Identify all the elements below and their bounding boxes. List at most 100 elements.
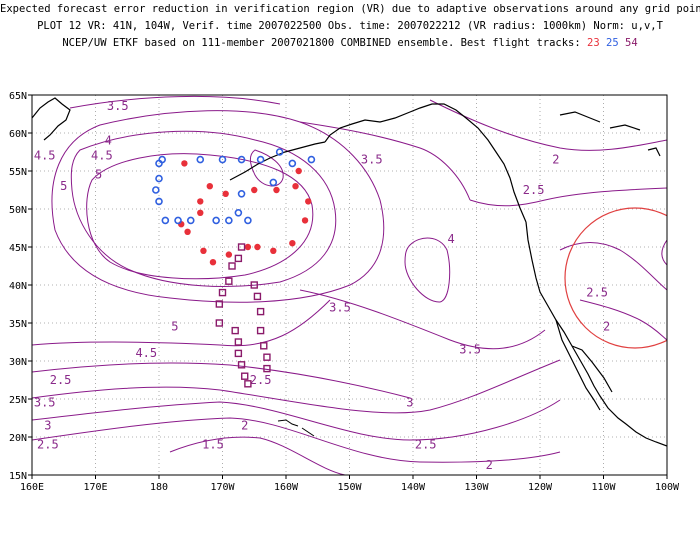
flight-track-54-label: 54 (625, 37, 638, 49)
x-tick-label: 150W (337, 482, 362, 493)
y-tick-label: 20N (9, 433, 27, 444)
contour-label: 4 (447, 232, 454, 246)
contour-label: 2 (241, 418, 248, 432)
track-25-point (218, 155, 227, 164)
track-25-point (155, 174, 163, 183)
track-25-point (186, 216, 195, 225)
x-tick-label: 170W (210, 482, 235, 493)
track-54-point (234, 338, 243, 346)
title-line-3-text: NCEP/UW ETKF based on 111-member 2007021… (62, 37, 581, 49)
contour-label: 2 (486, 458, 493, 472)
contour-label: 2.5 (523, 183, 545, 197)
track-23-point (254, 243, 261, 251)
track-25-point (155, 197, 163, 206)
x-tick-label: 160E (20, 482, 44, 493)
track-54-point (231, 326, 239, 335)
track-25-point (237, 155, 246, 164)
contour-label: 5 (171, 320, 178, 334)
coastlines (32, 97, 667, 447)
contour-label: 2 (603, 320, 610, 334)
y-tick-label: 35N (9, 319, 27, 330)
contour-label: 2 (552, 152, 559, 166)
track-23-point (206, 183, 213, 190)
track-54-point (263, 353, 271, 361)
contour-label: 4.5 (135, 346, 157, 360)
contour-label: 5 (60, 179, 67, 193)
x-tick-label: 110W (591, 482, 616, 493)
y-tick-label: 60N (9, 129, 27, 140)
track-54-point (256, 307, 265, 316)
track-54-point (234, 349, 243, 358)
y-tick-label: 40N (9, 281, 27, 292)
flight-track-25-label: 25 (606, 37, 619, 49)
x-tick-label: 130W (464, 482, 489, 493)
track-54-point (253, 292, 262, 301)
contour-label: 3.5 (459, 342, 481, 356)
track-54-point (237, 243, 246, 251)
track-54-point (215, 300, 224, 308)
track-25-point (174, 216, 182, 225)
track-54-point (256, 326, 265, 335)
track-25-point (152, 186, 160, 194)
y-tick-label: 45N (9, 243, 27, 254)
track-54-point (215, 319, 224, 327)
contour-label: 3.5 (329, 301, 351, 315)
track-25-point (244, 216, 252, 225)
contour-labels: 3.5 4 4.5 4.5 5 5 3.5 2 2.5 4 3.5 5 4.5 3.5 2.5 3.5 3 2.5… (34, 99, 610, 472)
track-25-point (288, 159, 297, 168)
y-tick-label: 30N (9, 357, 27, 368)
contour-label: 3.5 (107, 99, 129, 113)
track-54-point (241, 372, 249, 380)
track-25-point (234, 209, 243, 217)
track-23-point (197, 198, 204, 205)
contour-label: 3.5 (361, 152, 383, 166)
track-23-point (244, 243, 252, 251)
track-54-point (260, 342, 268, 350)
track-25-point (307, 155, 316, 164)
track-23-point (305, 198, 312, 205)
track-23-point (273, 186, 280, 194)
contour-label: 4.5 (34, 149, 56, 163)
track-25-point (275, 148, 284, 156)
contour-label: 1.5 (202, 437, 224, 451)
y-tick-label: 25N (9, 395, 27, 406)
x-tick-label: 180 (150, 482, 168, 493)
contour-label: 3.5 (34, 396, 56, 410)
x-tick-label: 160W (274, 482, 299, 493)
contour-label: 2.5 (50, 373, 72, 387)
contour-label: 2.5 (586, 285, 608, 299)
track-23-point (270, 247, 277, 254)
title-line-1: Expected forecast error reduction in ver… (0, 3, 700, 15)
x-tick-label: 120W (528, 482, 553, 493)
contour-label: 2.5 (415, 437, 437, 451)
track-54-point (228, 262, 236, 270)
contour-label: 2.5 (37, 437, 59, 451)
track-23-point (251, 186, 258, 194)
track-23-point (225, 251, 233, 258)
track-25-point (161, 216, 170, 225)
y-tick-label: 65N (9, 91, 27, 102)
track-23-point (209, 259, 217, 266)
flight-tracks (152, 148, 316, 388)
contour-label: 3 (406, 396, 413, 410)
track-23-point (222, 190, 229, 197)
track-23-point (184, 228, 191, 235)
track-25-point (225, 216, 233, 225)
track-54-point (225, 277, 233, 285)
track-54-point (244, 380, 252, 388)
contour-label: 3 (44, 418, 51, 432)
track-54-point (234, 254, 243, 263)
axis-ticks: 160E 170E 180 170W 160W 150W 140W 130W 120W 110W 1… (9, 91, 680, 493)
track-54-point (250, 281, 258, 289)
x-tick-label: 170E (83, 482, 107, 493)
verification-region-circle (564, 207, 667, 349)
contour-label: 4.5 (91, 149, 113, 163)
x-tick-label: 140W (401, 482, 426, 493)
track-25-point (155, 159, 163, 168)
track-23-point (289, 240, 296, 247)
track-54-point (237, 361, 246, 369)
x-tick-label: 100W (655, 482, 680, 493)
y-tick-label: 15N (9, 471, 27, 482)
y-tick-label: 50N (9, 205, 27, 216)
